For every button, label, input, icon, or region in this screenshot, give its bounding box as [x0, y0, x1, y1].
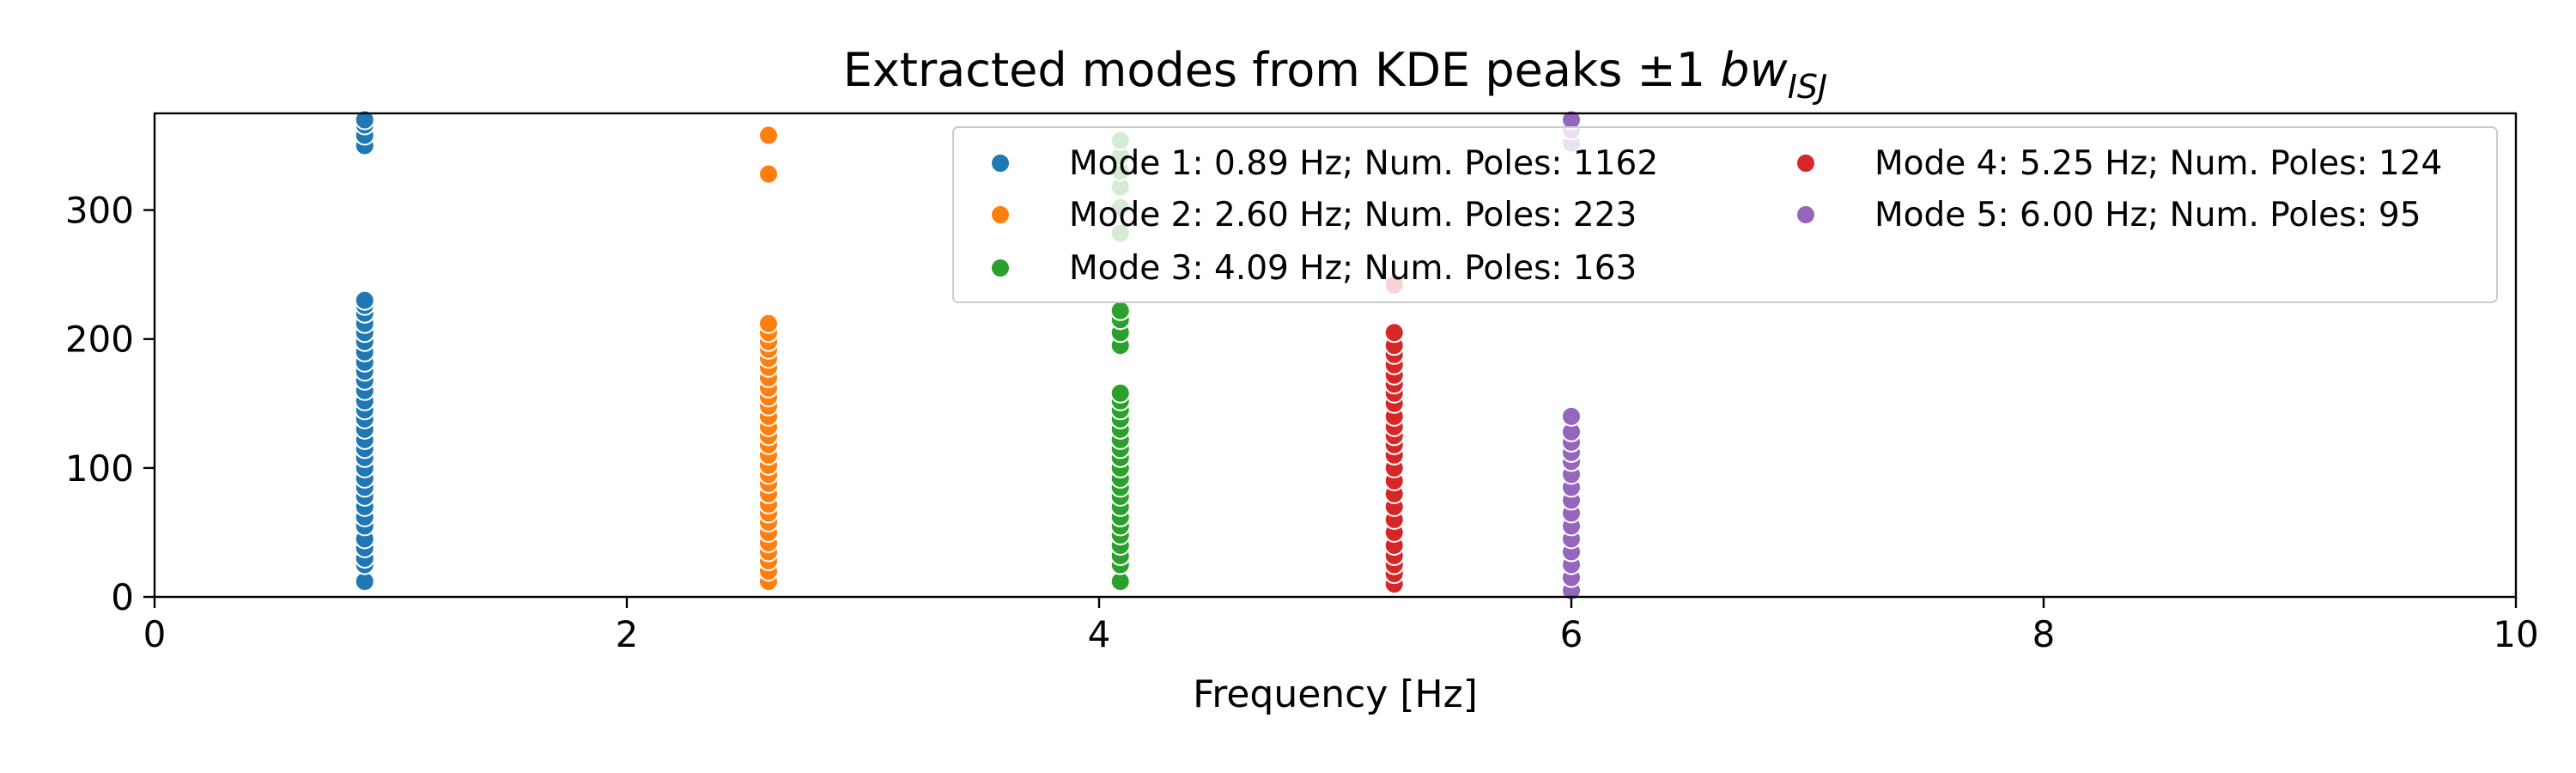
legend-label: Mode 3: 4.09 Hz; Num. Poles: 163 — [1069, 249, 1637, 288]
y-tick-label: 100 — [65, 447, 134, 490]
scatter-point-mode-2 — [758, 163, 779, 185]
legend-marker — [990, 153, 1011, 173]
x-tick-label: 10 — [2493, 613, 2538, 655]
x-tick-label: 2 — [616, 613, 639, 655]
legend-marker — [990, 258, 1011, 278]
y-axis: 0 100 200 300 — [65, 190, 155, 618]
scatter-point-mode-4 — [1383, 322, 1405, 344]
legend-label: Mode 2: 2.60 Hz; Num. Poles: 223 — [1069, 196, 1637, 234]
scatter-point-mode-5 — [1561, 405, 1582, 427]
y-tick-label: 0 — [111, 576, 134, 618]
scatter-point-mode-2 — [758, 125, 779, 146]
scatter-point-mode-2 — [758, 313, 779, 334]
legend: Mode 1: 0.89 Hz; Num. Poles: 1162 Mode 2:… — [952, 126, 2498, 303]
legend-marker — [1795, 153, 1816, 173]
x-tick-label: 8 — [2032, 613, 2056, 655]
x-tick-label: 4 — [1088, 613, 1111, 655]
scatter-point-mode-3 — [1109, 382, 1131, 404]
y-tick-label: 300 — [65, 190, 134, 232]
x-tick-label: 0 — [143, 613, 167, 655]
x-tick-label: 6 — [1560, 613, 1583, 655]
legend-marker — [990, 204, 1011, 225]
chart-title-math: bw — [1720, 43, 1788, 97]
y-tick-label: 200 — [65, 319, 134, 361]
scatter-point-mode-1 — [354, 289, 375, 311]
chart-title-subscript: ISJ — [1788, 68, 1828, 106]
legend-label: Mode 4: 5.25 Hz; Num. Poles: 124 — [1874, 144, 2442, 183]
chart-title-main: Extracted modes from KDE peaks ±1 — [843, 43, 1721, 97]
x-axis-label: Frequency [Hz] — [1193, 673, 1478, 716]
legend-label: Mode 5: 6.00 Hz; Num. Poles: 95 — [1874, 196, 2421, 234]
legend-box — [952, 126, 2498, 303]
scatter-point-mode-1 — [354, 109, 375, 131]
legend-label: Mode 1: 0.89 Hz; Num. Poles: 1162 — [1069, 144, 1658, 183]
legend-marker — [1795, 204, 1816, 225]
plot-frame — [153, 112, 2518, 599]
x-axis: 0 2 4 6 8 10 — [143, 597, 2539, 655]
chart-title: Extracted modes from KDE peaks ±1 bwISJ — [843, 43, 1828, 106]
scatter-point-mode-3 — [1109, 300, 1131, 321]
